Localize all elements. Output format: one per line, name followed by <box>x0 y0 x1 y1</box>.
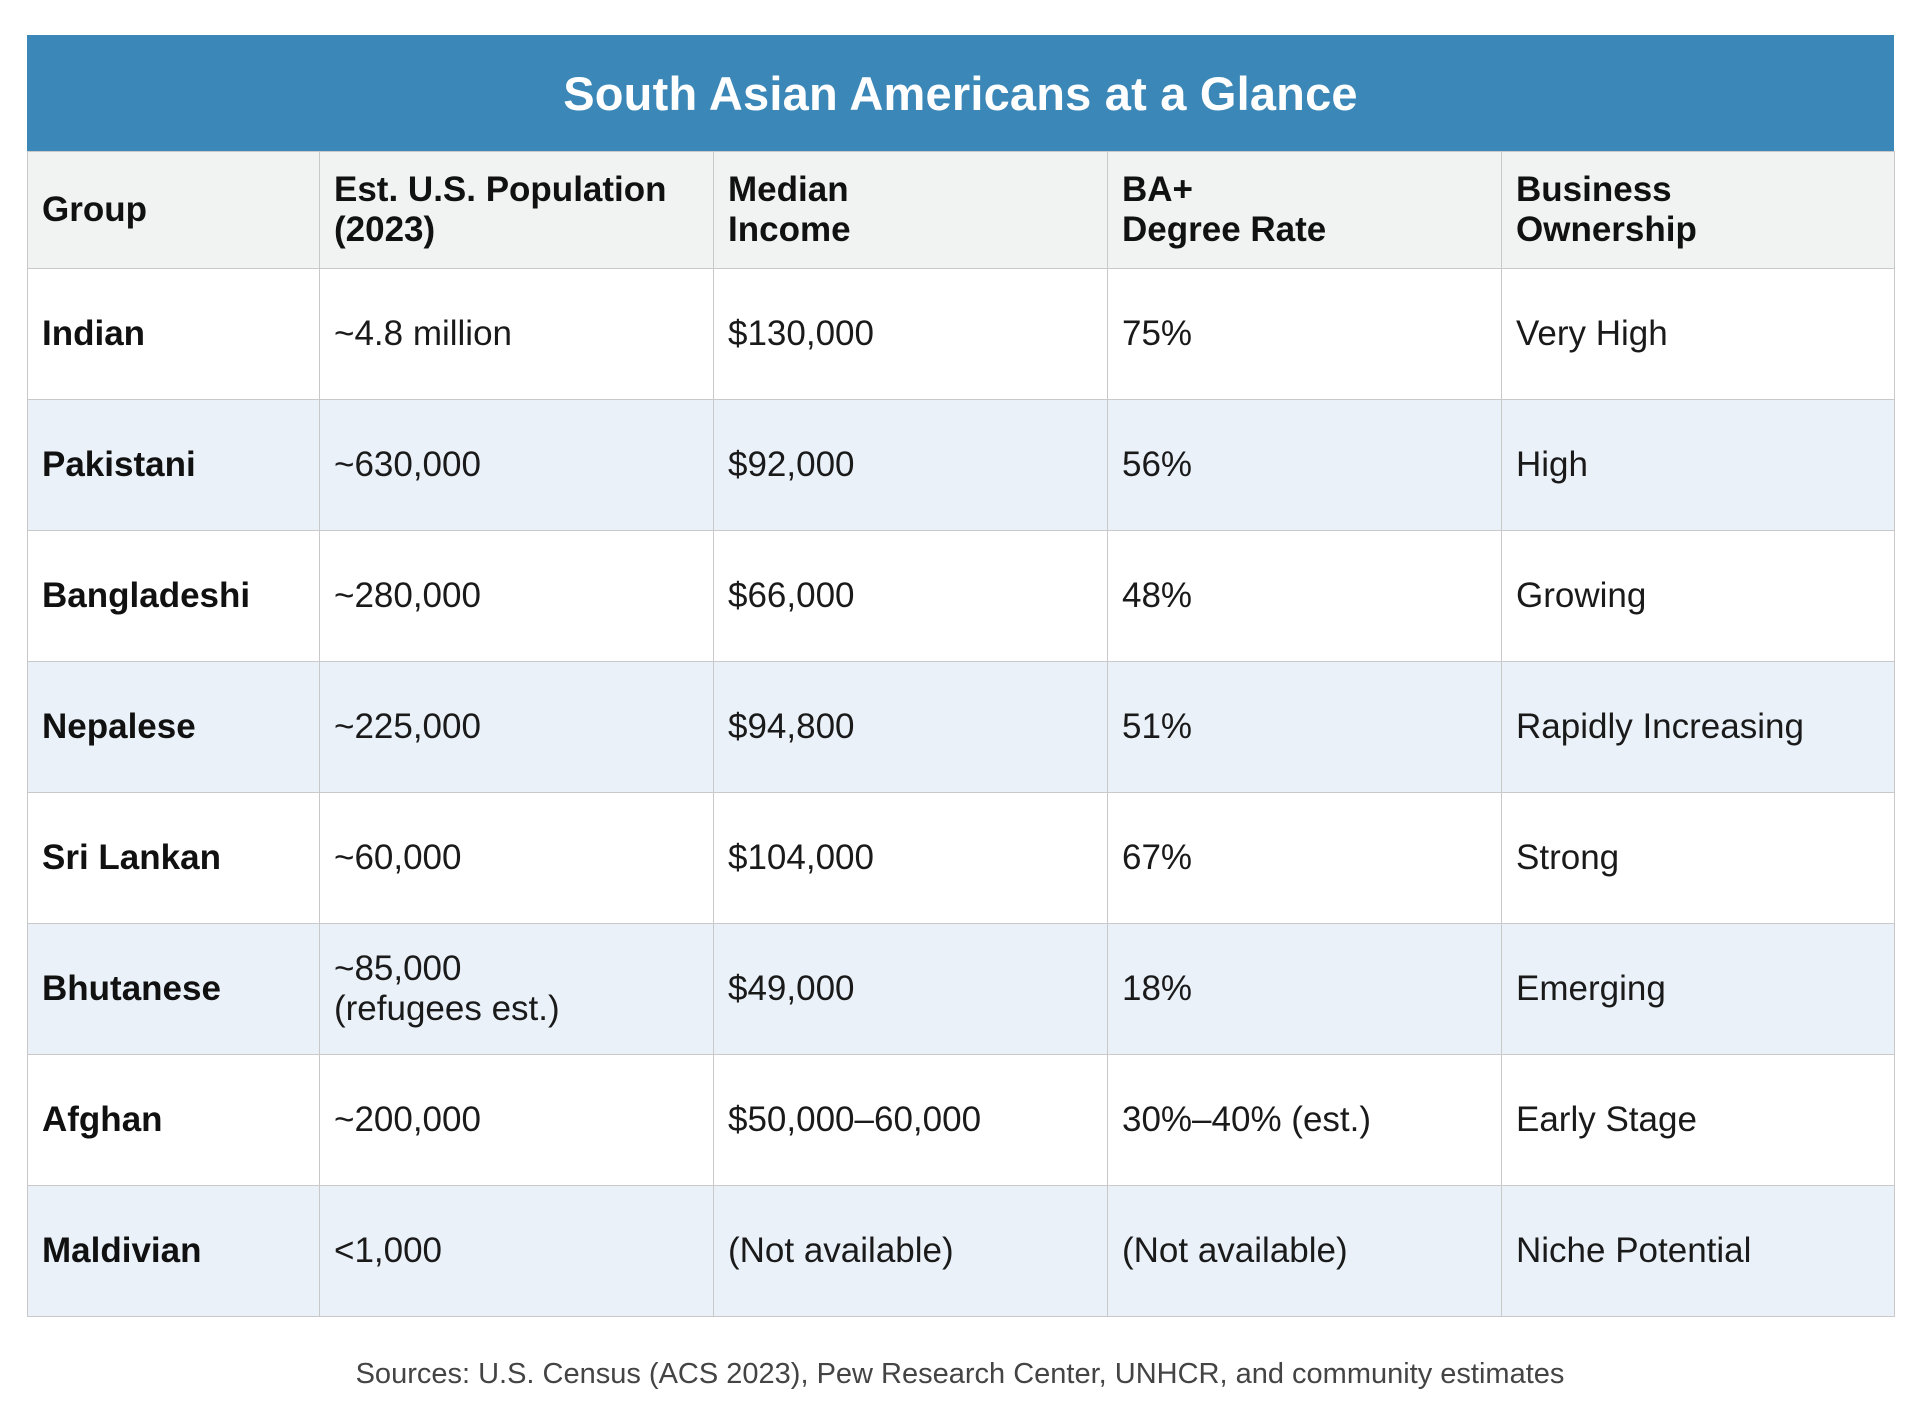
table-row: Pakistani ~630,000 $92,000 56% High <box>27 399 1895 531</box>
cell-income: $50,000–60,000 <box>713 1054 1108 1186</box>
cell-group: Bhutanese <box>27 923 320 1055</box>
cell-group: Maldivian <box>27 1185 320 1317</box>
cell-group: Nepalese <box>27 661 320 793</box>
cell-business: Niche Potential <box>1501 1185 1895 1317</box>
cell-income: (Not available) <box>713 1185 1108 1317</box>
cell-population: ~200,000 <box>319 1054 714 1186</box>
table-row: Nepalese ~225,000 $94,800 51% Rapidly In… <box>27 661 1895 793</box>
header-population: Est. U.S. Population (2023) <box>319 151 714 269</box>
cell-group: Bangladeshi <box>27 530 320 662</box>
cell-degree: 30%–40% (est.) <box>1107 1054 1502 1186</box>
cell-degree: 48% <box>1107 530 1502 662</box>
cell-business: Very High <box>1501 268 1895 400</box>
cell-population: <1,000 <box>319 1185 714 1317</box>
table-row: Sri Lankan ~60,000 $104,000 67% Strong <box>27 792 1895 924</box>
table-row: Bangladeshi ~280,000 $66,000 48% Growing <box>27 530 1895 662</box>
cell-population: ~4.8 million <box>319 268 714 400</box>
cell-population-note: (refugees est.) <box>334 989 560 1028</box>
cell-business: Strong <box>1501 792 1895 924</box>
cell-group: Sri Lankan <box>27 792 320 924</box>
cell-degree: (Not available) <box>1107 1185 1502 1317</box>
cell-population: ~280,000 <box>319 530 714 662</box>
data-table: Group Est. U.S. Population (2023) Median I… <box>27 151 1895 1317</box>
cell-degree: 18% <box>1107 923 1502 1055</box>
cell-income: $130,000 <box>713 268 1108 400</box>
table-row: Indian ~4.8 million $130,000 75% Very Hi… <box>27 268 1895 400</box>
table-row: Bhutanese ~85,000 (refugees est.) $49,000… <box>27 923 1895 1055</box>
sources-note: Sources: U.S. Census (ACS 2023), Pew Res… <box>355 1358 1565 1390</box>
cell-degree: 51% <box>1107 661 1502 793</box>
cell-population-value: ~85,000 <box>334 949 462 988</box>
header-row: Group Est. U.S. Population (2023) Median I… <box>27 151 1895 269</box>
cell-income: $66,000 <box>713 530 1108 662</box>
header-degree: BA+ Degree Rate <box>1107 151 1502 269</box>
table-row: Afghan ~200,000 $50,000–60,000 30%–40% (… <box>27 1054 1895 1186</box>
cell-business: Growing <box>1501 530 1895 662</box>
data-table-container: South Asian Americans at a Glance Group … <box>27 35 1895 1317</box>
cell-population: ~85,000 (refugees est.) <box>319 923 714 1055</box>
cell-degree: 56% <box>1107 399 1502 531</box>
cell-degree: 67% <box>1107 792 1502 924</box>
cell-population: ~630,000 <box>319 399 714 531</box>
cell-business: Early Stage <box>1501 1054 1895 1186</box>
cell-degree: 75% <box>1107 268 1502 400</box>
header-income: Median Income <box>713 151 1108 269</box>
header-group: Group <box>27 151 320 269</box>
cell-income: $94,800 <box>713 661 1108 793</box>
cell-business: High <box>1501 399 1895 531</box>
cell-group: Indian <box>27 268 320 400</box>
header-business: Business Ownership <box>1501 151 1895 269</box>
cell-group: Pakistani <box>27 399 320 531</box>
cell-business: Emerging <box>1501 923 1895 1055</box>
table-title: South Asian Americans at a Glance <box>27 35 1894 151</box>
cell-population: ~60,000 <box>319 792 714 924</box>
cell-group: Afghan <box>27 1054 320 1186</box>
cell-business: Rapidly Increasing <box>1501 661 1895 793</box>
table-row: Maldivian <1,000 (Not available) (Not av… <box>27 1185 1895 1317</box>
cell-population: ~225,000 <box>319 661 714 793</box>
cell-income: $92,000 <box>713 399 1108 531</box>
cell-income: $49,000 <box>713 923 1108 1055</box>
cell-income: $104,000 <box>713 792 1108 924</box>
